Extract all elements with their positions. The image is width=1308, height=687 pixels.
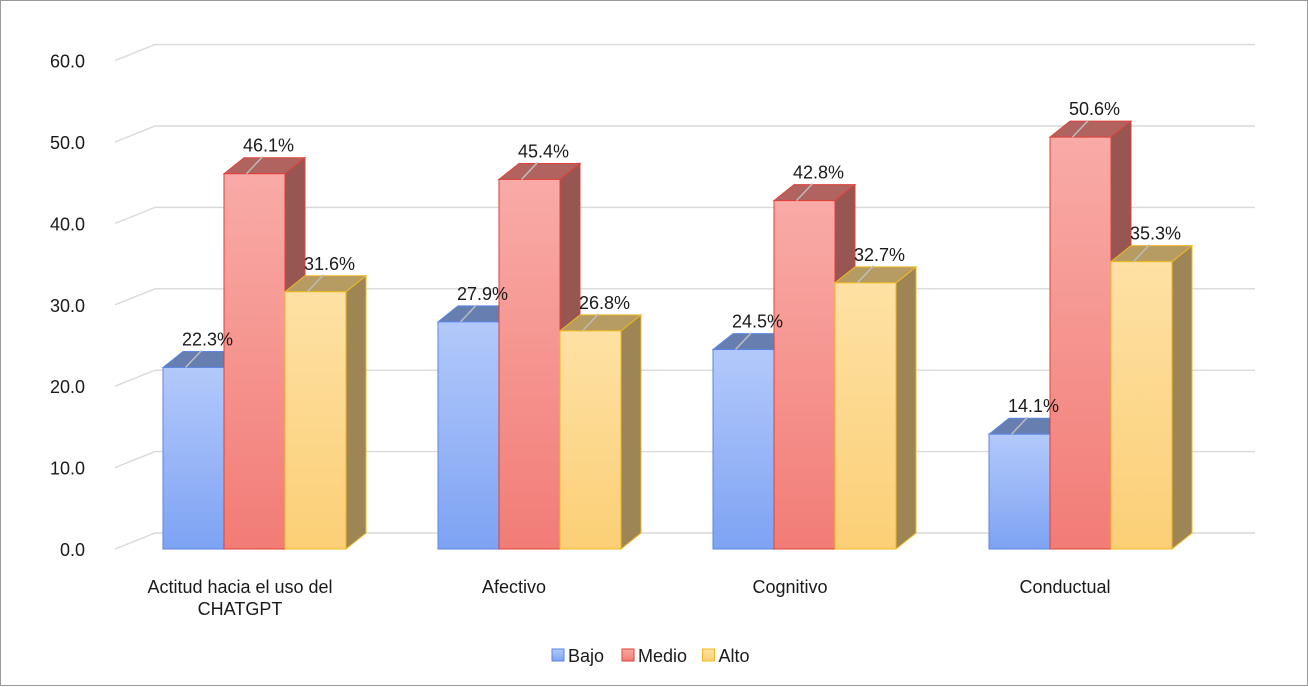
bar-front-face [223, 173, 286, 550]
data-label: 35.3% [1130, 224, 1181, 244]
bar-front-face [1110, 261, 1173, 550]
bar-alto [1109, 244, 1194, 551]
y-tick-label: 60.0 [50, 52, 85, 72]
data-label: 22.3% [182, 329, 233, 349]
bar-front-face [162, 366, 225, 550]
y-tick-label: 0.0 [60, 540, 85, 560]
bar-alto [283, 274, 368, 551]
bar-front-face [437, 321, 500, 550]
legend-swatch [702, 648, 715, 662]
y-tick-label: 40.0 [50, 214, 85, 234]
bar-side-face [1171, 244, 1193, 551]
label-leader [184, 349, 203, 368]
label-leader [520, 161, 539, 180]
x-category-label: Actitud hacia el uso del [147, 577, 332, 597]
bar-side-face [895, 265, 917, 551]
bar-side-face [345, 274, 367, 551]
label-leader [306, 274, 325, 293]
bar-alto [833, 265, 918, 551]
data-label: 46.1% [243, 136, 294, 156]
label-leader [581, 313, 600, 332]
data-labels: 22.3% 46.1% 31.6% 27.9% 45.4% 26.8% 24.5% 42.8%… [182, 99, 1181, 435]
label-leader [734, 332, 753, 351]
gridline [114, 125, 1255, 143]
legend-label: Alto [719, 646, 750, 666]
bar-front-face [712, 349, 775, 550]
legend-swatch [551, 648, 565, 662]
label-leader [795, 183, 814, 202]
data-label: 32.7% [854, 245, 905, 265]
bar-front-face [988, 433, 1051, 550]
label-leader [459, 304, 478, 323]
data-label: 24.5% [732, 312, 783, 332]
x-category-label: Afectivo [482, 577, 546, 597]
bar-alto [558, 313, 643, 551]
bar-front-face [834, 282, 897, 550]
data-label: 31.6% [304, 254, 355, 274]
x-category-label: Cognitivo [752, 577, 827, 597]
data-label: 42.8% [793, 163, 844, 183]
label-leader [856, 265, 875, 284]
y-tick-label: 30.0 [50, 296, 85, 316]
legend: Bajo Medio Alto [551, 646, 750, 666]
legend-label: Bajo [568, 646, 604, 666]
legend-swatch [621, 648, 635, 662]
label-leader [245, 156, 264, 175]
bar-front-face [559, 330, 622, 550]
bar-front-face [284, 291, 347, 550]
label-leader [1132, 244, 1151, 263]
y-tick-label: 10.0 [50, 459, 85, 479]
data-label: 27.9% [457, 284, 508, 304]
bar-front-face [498, 178, 561, 550]
label-leader [1010, 416, 1029, 435]
bar-front-face [1049, 136, 1112, 550]
bar-side-face [620, 313, 642, 551]
x-category-label: CHATGPT [198, 599, 283, 619]
y-tick-label: 20.0 [50, 377, 85, 397]
gridlines [114, 43, 1255, 550]
gridline [114, 43, 1255, 62]
bars [161, 120, 1194, 551]
data-label: 50.6% [1069, 99, 1120, 119]
bar-front-face [773, 200, 836, 550]
label-leader [1071, 119, 1090, 138]
gridline [114, 206, 1255, 225]
data-label: 26.8% [579, 293, 630, 313]
y-axis-ticks: 0.0 10.0 20.0 30.0 40.0 50.0 60.0 [50, 52, 85, 560]
x-category-label: Conductual [1019, 577, 1110, 597]
y-tick-label: 50.0 [50, 133, 85, 153]
data-label: 45.4% [518, 141, 569, 161]
data-label: 14.1% [1008, 396, 1059, 416]
legend-label: Medio [638, 646, 687, 666]
